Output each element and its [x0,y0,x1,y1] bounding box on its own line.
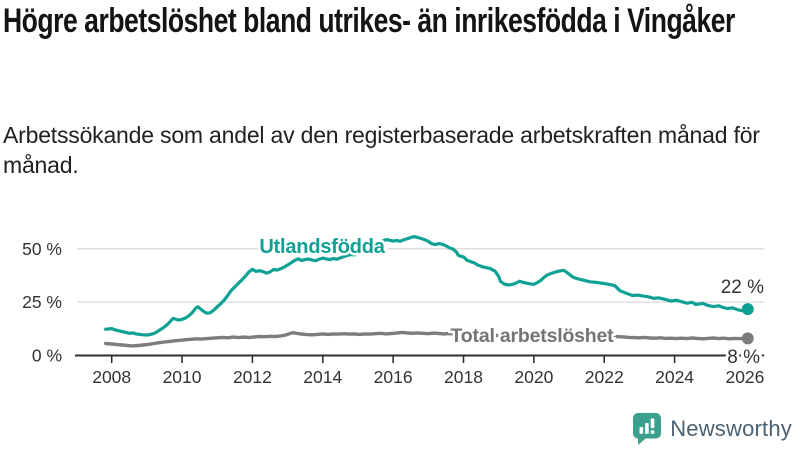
y-tick-label-25: 25 % [22,292,62,312]
newsworthy-wordmark: Newsworthy [670,415,792,441]
y-tick-label-50: 50 % [22,239,62,259]
x-tick-label-2012: 2012 [233,367,272,387]
chart-subtitle: Arbetssökande som andel av den registerb… [3,122,760,178]
newsworthy-logo[interactable]: Newsworthy [632,412,792,445]
x-tick-label-2016: 2016 [374,367,413,387]
x-tick-label-2020: 2020 [514,367,553,387]
x-tick-label-2022: 2022 [585,367,624,387]
x-tick-label-2026: 2026 [725,367,764,387]
end-point-dot-total [741,332,754,345]
series-label-total: Total arbetslöshet [451,325,615,347]
end-value-label-total: 8 % [727,347,760,368]
x-tick-label-2010: 2010 [163,367,202,387]
page-title: Högre arbetslöshet bland utrikes- än inr… [3,2,735,40]
series-line-total [103,330,750,348]
x-tick-label-2024: 2024 [655,367,694,387]
y-tick-label-0: 0 % [32,346,62,366]
newsworthy-bar-chart-bubble-icon [633,413,662,445]
x-tick-label-2014: 2014 [303,367,342,387]
end-value-label-utlandsfodda: 22 % [721,277,764,298]
series-label-utlandsfodda: Utlandsfödda [259,236,385,258]
x-tick-label-2008: 2008 [92,367,131,387]
x-tick-label-2018: 2018 [444,367,483,387]
series-line-utlandsfodda [104,235,750,337]
end-point-dot-utlandsfodda [741,303,754,316]
